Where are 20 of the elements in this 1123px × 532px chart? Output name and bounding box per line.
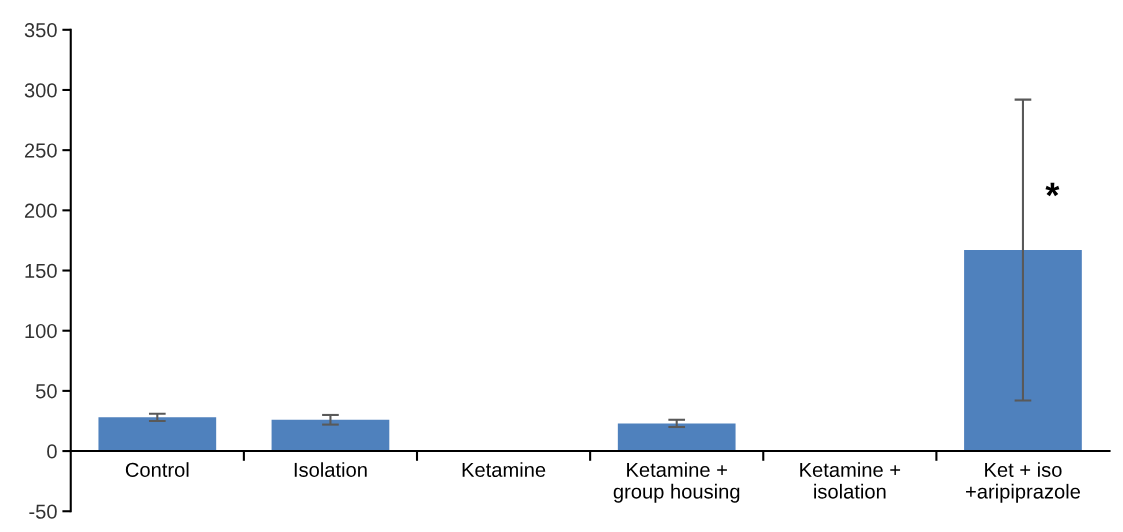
x-tick-label: Ketamine + isolation [800,462,901,499]
bar [964,250,1082,452]
bar [271,419,390,452]
y-tick-label: 200 [24,203,57,218]
x-tick-label: Control [125,462,189,477]
y-tick-label: 0 [47,444,57,459]
y-tick-label: 300 [24,83,57,98]
x-tick-label: Isolation [294,462,367,477]
y-tick-label: -50 [29,504,57,519]
x-tick-label: Ketamine [462,462,546,477]
y-tick-label: 100 [25,323,57,339]
bar [98,417,217,452]
y-tick-label: 50 [35,384,57,399]
annotation: * [1045,182,1060,197]
y-tick-label: 250 [24,143,57,158]
x-tick-label: Ketamine + group housing [613,462,740,503]
y-tick-label: 350 [24,23,57,38]
x-tick-label: Ket + iso +aripiprazole [966,462,1080,503]
bar [617,423,736,452]
y-tick-label: 150 [25,263,57,279]
